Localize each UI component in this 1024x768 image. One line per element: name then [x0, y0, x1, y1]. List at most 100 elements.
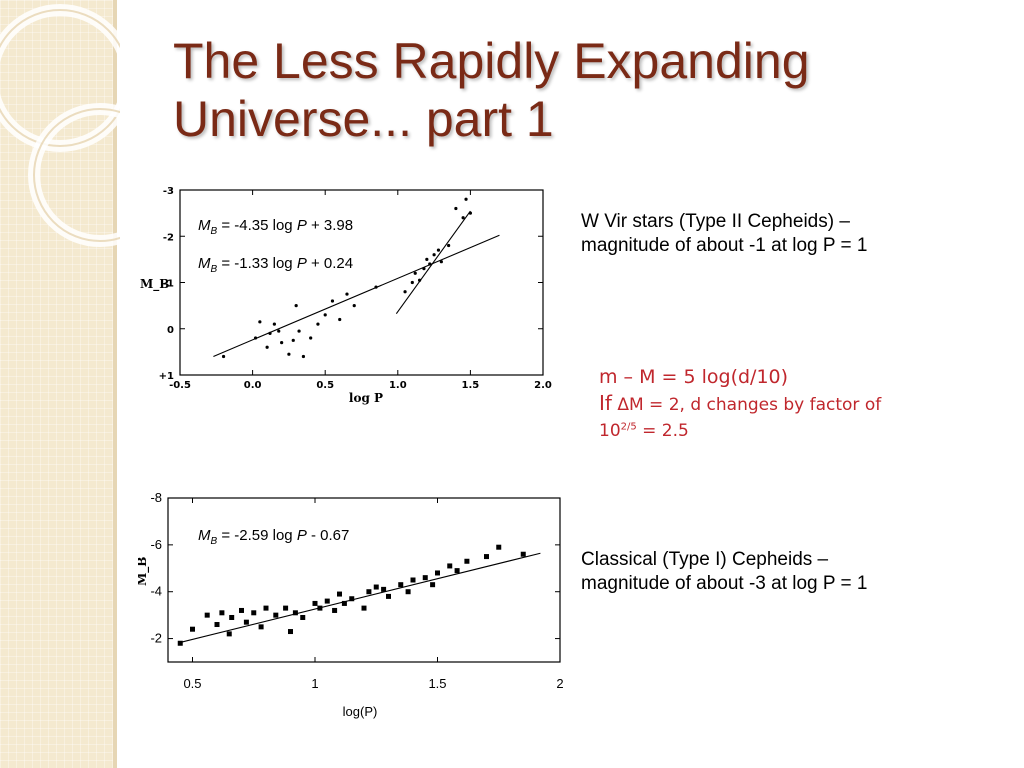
data-point — [374, 285, 378, 289]
data-point — [425, 257, 429, 261]
x-tick-label: 0.5 — [183, 676, 201, 691]
data-point — [484, 554, 489, 560]
data-point — [337, 591, 342, 597]
data-point — [272, 322, 276, 326]
slide-title: The Less Rapidly Expanding Universe... p… — [173, 32, 993, 148]
eq3-var: P — [297, 527, 307, 544]
data-point — [243, 619, 249, 625]
x-tick-label: 1.5 — [428, 676, 446, 691]
data-point — [268, 331, 272, 335]
eq1-var: P — [297, 217, 307, 234]
type2-chart-svg: M_B log P MB = -4.35 log P + 3.98 MB = -… — [140, 186, 552, 405]
data-point — [317, 605, 323, 611]
data-point — [430, 582, 436, 588]
data-point — [263, 605, 269, 611]
x-tick-label: -0.5 — [169, 380, 191, 391]
type2-note: W Vir stars (Type II Cepheids) – magnitu… — [581, 210, 867, 258]
data-point — [341, 600, 347, 606]
data-point — [221, 354, 226, 359]
data-point — [436, 248, 441, 252]
y-tick-label: 0 — [167, 325, 174, 336]
data-point — [461, 216, 465, 220]
decorative-circles — [0, 4, 120, 247]
data-point — [454, 568, 460, 574]
chart1-ylabel: M_B — [140, 277, 169, 292]
type1-note-line-1: Classical (Type I) Cepheids – — [581, 549, 829, 570]
data-point — [292, 610, 298, 616]
data-point — [435, 570, 440, 576]
x-tick-label: 1.0 — [389, 380, 407, 391]
fit-line-1 — [180, 552, 541, 643]
y-tick-label: -6 — [150, 537, 162, 552]
data-point — [323, 313, 327, 317]
data-point — [405, 589, 411, 595]
distance-modulus-line-2: If ΔM = 2, d changes by factor of — [599, 390, 881, 418]
eq1-m: M — [198, 217, 211, 234]
data-point — [366, 589, 372, 595]
data-point — [413, 271, 417, 275]
eq2-rest-b: + 0.24 — [307, 255, 353, 272]
type1-note-line-2: magnitude of about -3 at log P = 1 — [581, 573, 868, 594]
data-point — [324, 598, 330, 604]
data-point — [277, 329, 281, 333]
data-point — [338, 317, 342, 322]
type1-note: Classical (Type I) Cepheids – magnitude … — [581, 548, 867, 596]
eq1-sub: B — [211, 226, 218, 237]
data-point — [253, 336, 258, 340]
distance-modulus-formula: m – M = 5 log(d/10) — [599, 366, 789, 388]
data-point — [287, 352, 291, 356]
data-point — [219, 610, 225, 616]
data-point — [386, 593, 391, 599]
data-point — [190, 626, 195, 632]
sidebar-edge — [113, 0, 117, 768]
chart2-ylabel: M_B — [138, 557, 150, 586]
fit-line-1 — [395, 210, 471, 314]
data-point — [398, 582, 404, 588]
eq2-rest-a: = -1.33 log — [217, 255, 297, 272]
data-point — [294, 304, 298, 308]
data-point — [417, 278, 422, 282]
type1-cepheid-chart: M_B log(P) MB = -2.59 log P - 0.67 0.5 1 1… — [138, 490, 578, 730]
y-tick-label: -4 — [150, 584, 162, 599]
data-point — [432, 253, 436, 257]
data-point — [361, 605, 367, 611]
chart1-eq-1: MB = -4.35 log P + 3.98 — [198, 217, 353, 237]
data-point — [345, 292, 349, 296]
x-tick-label: 1 — [311, 676, 318, 691]
data-point — [309, 336, 313, 340]
y-tick-label: -2 — [163, 232, 174, 243]
data-point — [265, 345, 269, 349]
chart2-xlabel: log(P) — [343, 704, 378, 719]
eq3-sub: B — [211, 536, 218, 547]
fit-line-2 — [213, 234, 500, 357]
data-point — [316, 322, 320, 326]
data-point — [229, 614, 235, 620]
x-tick-label: 0.5 — [316, 380, 334, 391]
data-point — [468, 211, 472, 215]
chart1-xlabel: log P — [349, 391, 383, 405]
data-point — [496, 544, 502, 550]
data-point — [280, 341, 284, 345]
data-point — [251, 610, 257, 616]
chart1-eq-2: MB = -1.33 log P + 0.24 — [198, 255, 353, 275]
data-point — [403, 290, 407, 294]
data-point — [258, 624, 264, 630]
distance-modulus-line-3: 102/5 = 2.5 — [599, 418, 881, 444]
eq2-sub: B — [211, 264, 218, 275]
eq1-rest-b: + 3.98 — [307, 217, 353, 234]
data-point — [447, 563, 453, 569]
data-point — [352, 304, 356, 308]
title-line-2: Universe... part 1 — [173, 91, 554, 147]
type2-note-line-1: W Vir stars (Type II Cepheids) – — [581, 211, 850, 232]
type2-cepheid-chart: M_B log P MB = -4.35 log P + 3.98 MB = -… — [138, 180, 558, 415]
x-tick-label: 2 — [556, 676, 563, 691]
data-point — [214, 622, 220, 628]
y-tick-label: -1 — [163, 279, 174, 290]
data-point — [464, 197, 468, 201]
eq3-rest-a: = -2.59 log — [217, 527, 297, 544]
y-tick-label: -3 — [163, 186, 174, 197]
eq3-m: M — [198, 527, 211, 544]
data-point — [349, 596, 355, 602]
data-point — [439, 260, 443, 264]
data-point — [258, 320, 262, 324]
